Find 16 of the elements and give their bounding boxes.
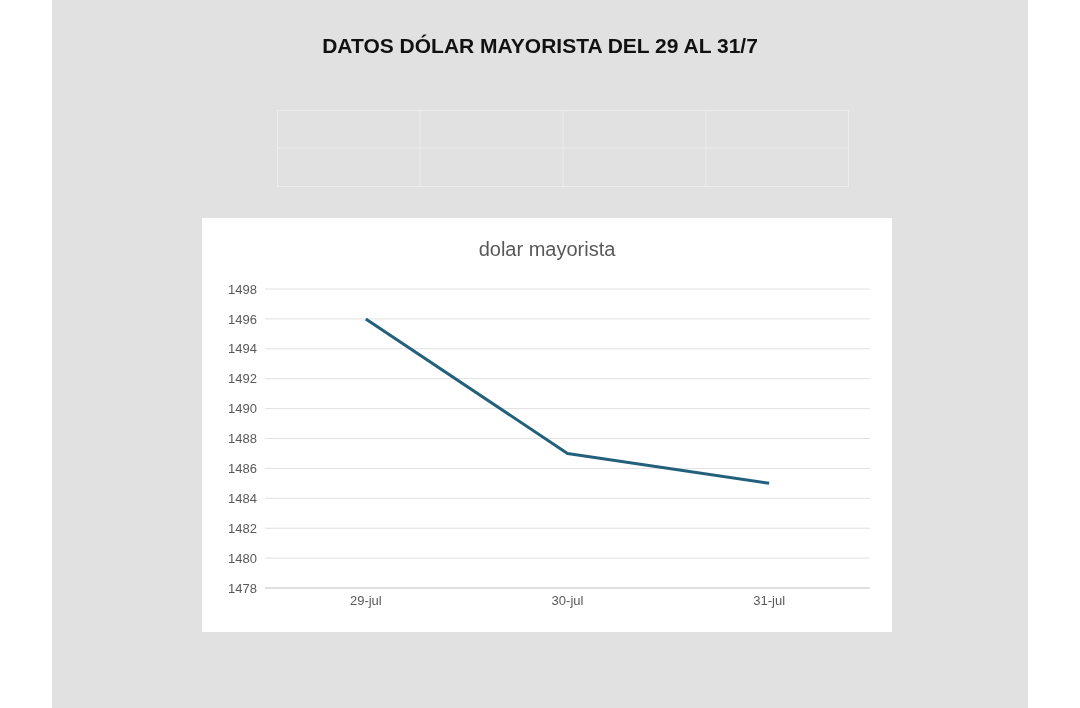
x-tick-label: 30-jul — [551, 593, 584, 609]
chart-subtitle: dolar mayorista — [477, 238, 617, 261]
y-tick-label: 1496 — [228, 311, 257, 327]
y-tick-label: 1478 — [228, 580, 257, 596]
y-tick-label: 1486 — [228, 461, 257, 477]
y-tick-label: 1480 — [228, 550, 257, 566]
y-tick-label: 1488 — [228, 431, 257, 447]
y-tick-label: 1498 — [228, 281, 257, 297]
y-tick-label: 1484 — [228, 490, 257, 506]
y-tick-label: 1490 — [228, 401, 257, 417]
chart-title: DATOS DÓLAR MAYORISTA DEL 29 AL 31/7 — [321, 34, 759, 58]
y-tick-label: 1492 — [228, 371, 257, 387]
y-tick-label: 1482 — [228, 520, 257, 536]
x-tick-label: 29-jul — [349, 593, 382, 609]
y-tick-label: 1494 — [228, 341, 257, 357]
x-tick-label: 31-jul — [753, 593, 786, 609]
